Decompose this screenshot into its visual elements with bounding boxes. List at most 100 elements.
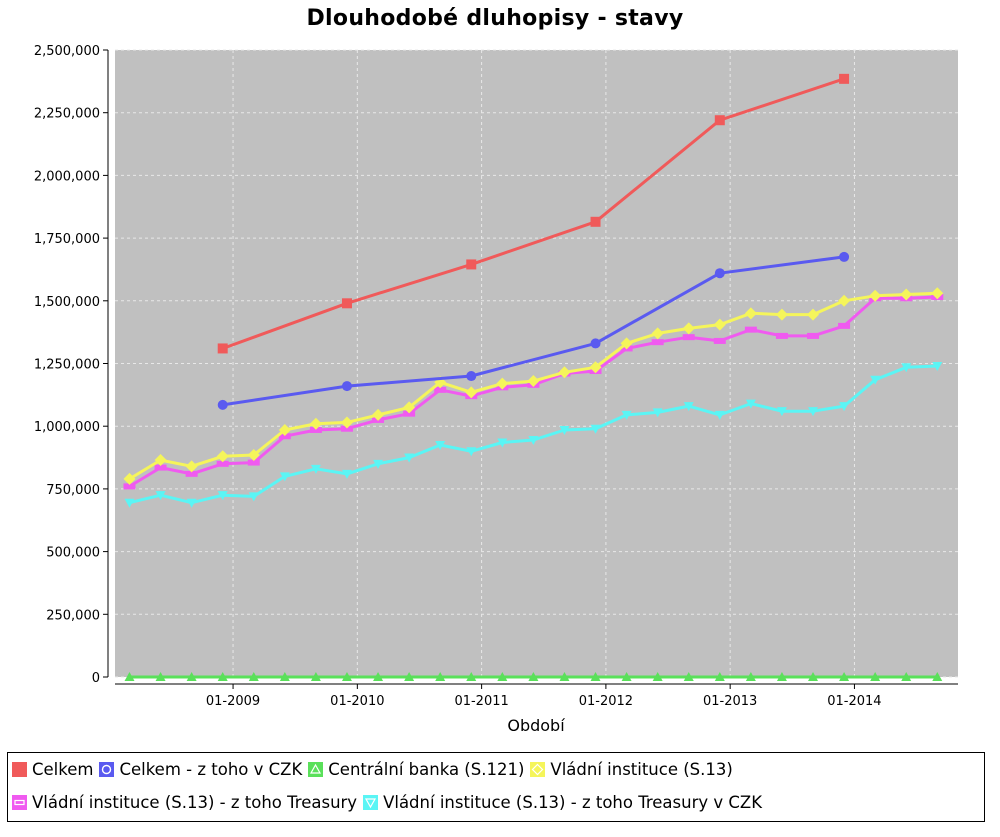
y-tick-label: 1,250,000 — [34, 358, 100, 373]
legend-item: Centrální banka (S.121) — [308, 760, 524, 779]
data-point — [558, 366, 571, 379]
data-point — [466, 672, 477, 681]
legend-swatch — [530, 762, 546, 777]
data-point — [932, 362, 943, 372]
x-axis-title: Období — [507, 716, 565, 735]
series-group — [217, 73, 850, 354]
data-point — [186, 672, 197, 681]
data-point — [404, 453, 415, 463]
data-point — [123, 483, 136, 490]
data-point — [620, 337, 633, 350]
data-point — [217, 672, 228, 681]
legend-item: Celkem - z toho v CZK — [99, 760, 302, 779]
data-point — [372, 408, 385, 421]
legend-marker-icon — [363, 795, 379, 810]
data-point — [651, 339, 664, 346]
data-point — [404, 672, 415, 681]
chart-legend: Celkem Celkem - z toho v CZK Centrální ban… — [7, 752, 985, 822]
data-point — [714, 410, 725, 420]
legend-label: Celkem — [32, 760, 94, 779]
series-group — [124, 672, 943, 681]
legend-marker-icon — [12, 762, 27, 777]
data-point — [807, 308, 820, 321]
y-tick-label: 2,250,000 — [34, 107, 100, 122]
data-point — [217, 491, 228, 501]
data-point — [621, 410, 632, 420]
data-point — [931, 287, 944, 300]
series-group — [123, 287, 944, 485]
data-point — [839, 402, 850, 412]
data-point — [590, 338, 601, 349]
data-point — [775, 308, 788, 321]
data-point — [652, 408, 663, 418]
data-point — [839, 251, 850, 262]
data-point — [279, 472, 290, 482]
data-point — [155, 491, 166, 501]
data-point — [186, 498, 197, 508]
data-point — [373, 672, 384, 681]
series-line — [222, 255, 845, 407]
data-point — [839, 672, 850, 681]
data-point — [745, 672, 756, 681]
data-point — [466, 371, 477, 382]
data-point — [901, 363, 912, 373]
data-point — [527, 375, 540, 388]
data-point — [310, 464, 321, 474]
data-point — [590, 424, 601, 434]
data-point — [713, 318, 726, 331]
gridlines — [115, 49, 958, 678]
data-point — [309, 417, 322, 430]
data-point — [434, 386, 447, 393]
data-point — [435, 441, 446, 451]
x-axis-ticks: 01-2009 01-2010 01-2011 01-2012 01-2013 01-20… — [206, 684, 882, 709]
x-tick-label: 01-2013 — [703, 694, 757, 709]
data-point — [279, 672, 290, 681]
data-point — [713, 337, 726, 344]
data-point — [185, 460, 198, 473]
data-point — [528, 435, 539, 445]
y-tick-label: 750,000 — [46, 483, 100, 498]
legend-swatch — [308, 762, 324, 777]
legend-item: Vládní instituce (S.13) - z toho Treasur… — [12, 793, 357, 812]
data-point — [714, 672, 725, 681]
x-tick-label: 01-2011 — [454, 694, 508, 709]
data-point — [589, 361, 602, 374]
data-point — [278, 433, 291, 440]
data-point — [528, 672, 539, 681]
data-point — [154, 454, 167, 467]
data-point — [808, 672, 819, 681]
legend-label: Vládní instituce (S.13) - z toho Treasur… — [32, 793, 358, 812]
data-point — [807, 332, 820, 339]
x-tick-label: 01-2010 — [330, 694, 384, 709]
legend-marker-icon — [308, 762, 324, 777]
data-point — [154, 464, 167, 471]
data-point — [248, 672, 259, 681]
y-axis-ticks: 0 250,000 500,000 750,000 1,000,000 1,250,000… — [34, 44, 108, 686]
legend-item: Vládní instituce (S.13) - z toho Treasur… — [363, 793, 762, 812]
data-point — [248, 492, 259, 502]
data-point — [744, 326, 757, 333]
data-point — [745, 399, 756, 409]
data-point — [217, 343, 228, 354]
data-point — [744, 307, 757, 320]
data-point — [683, 402, 694, 412]
legend-marker-icon — [530, 762, 546, 777]
data-point — [340, 425, 353, 432]
x-tick-label: 01-2009 — [206, 694, 260, 709]
data-point — [373, 459, 384, 469]
legend-swatch — [12, 795, 27, 810]
data-point — [682, 334, 695, 341]
data-point — [466, 259, 477, 270]
data-point — [621, 672, 632, 681]
legend-row: Vládní instituce (S.13) - z toho Treasur… — [12, 793, 768, 812]
data-point — [559, 425, 570, 435]
legend-swatch — [12, 762, 27, 777]
data-point — [652, 672, 663, 681]
data-point — [435, 672, 446, 681]
data-point — [403, 401, 416, 414]
data-point — [216, 460, 229, 467]
footer-strip — [0, 826, 1000, 837]
series-line — [222, 77, 845, 350]
data-point — [216, 450, 229, 463]
data-point — [776, 407, 787, 417]
